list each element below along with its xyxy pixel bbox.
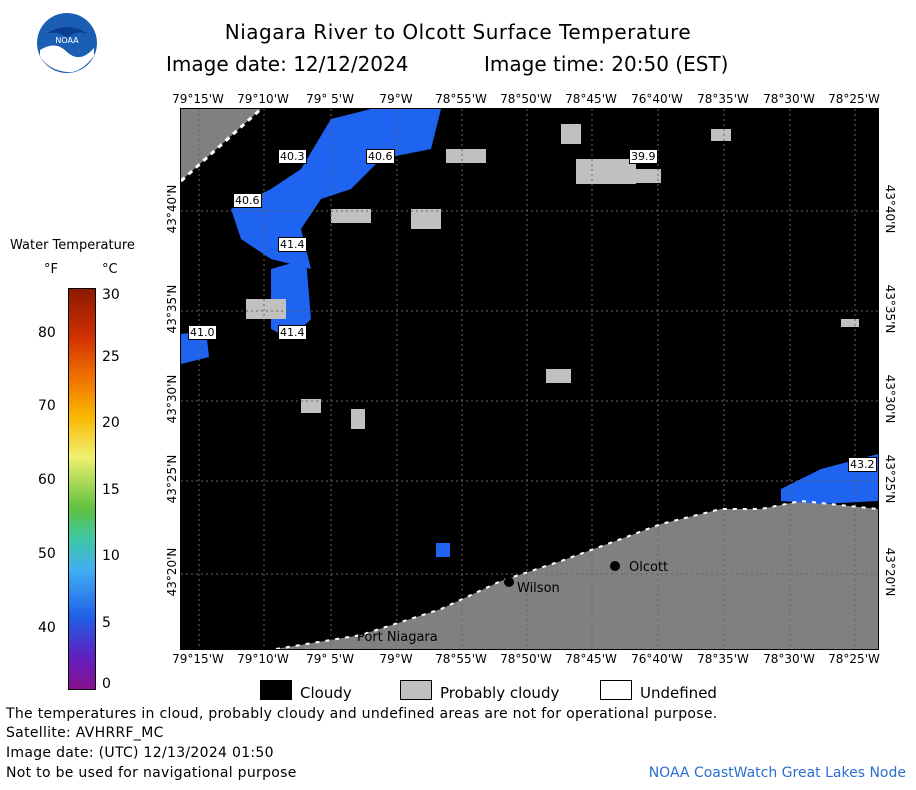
lon-label: 78°25'W	[828, 652, 880, 666]
legend-c-tick: 0	[102, 676, 111, 692]
legend-c-tick: 20	[102, 415, 120, 431]
lat-label: 43°40'N	[165, 184, 179, 234]
lat-label: 43°20'N	[165, 547, 179, 597]
lat-label: 43°25'N	[883, 454, 897, 504]
temp-label: 39.9	[629, 149, 658, 164]
legend-f-tick: 60	[38, 472, 56, 488]
lon-label: 78°45'W	[565, 652, 617, 666]
temp-label: 41.0	[188, 325, 217, 340]
lon-label: 78°30'W	[763, 652, 815, 666]
lat-label: 43°35'N	[883, 284, 897, 334]
probably-cloudy-swatch	[400, 680, 432, 700]
legend-c-tick: 30	[102, 287, 120, 303]
legend-c-tick: 10	[102, 548, 120, 564]
legend-c-tick: 25	[102, 349, 120, 365]
lon-label: 79°10'W	[237, 92, 289, 106]
wilson-marker	[504, 577, 514, 587]
lat-label: 43°40'N	[883, 184, 897, 234]
lat-label: 43°25'N	[165, 454, 179, 504]
footer-credit: NOAA CoastWatch Great Lakes Node	[648, 765, 906, 781]
olcott-marker	[610, 561, 620, 571]
lon-label: 78°55'W	[435, 92, 487, 106]
lon-label: 78°50'W	[500, 92, 552, 106]
legend-f-tick: 70	[38, 398, 56, 414]
lon-label: 79°15'W	[172, 92, 224, 106]
lon-label: 78°55'W	[435, 652, 487, 666]
place-wilson: Wilson	[517, 581, 560, 596]
lat-label: 43°20'N	[883, 547, 897, 597]
image-time: Image time: 20:50 (EST)	[484, 52, 729, 76]
cloudy-label: Cloudy	[300, 684, 352, 702]
svg-text:NOAA: NOAA	[55, 36, 79, 45]
noaa-logo: NOAA	[36, 12, 98, 74]
temp-label: 40.6	[233, 193, 262, 208]
footer-satellite: Satellite: AVHRRF_MC	[6, 725, 164, 741]
legend-c-tick: 5	[102, 615, 111, 631]
footer-nav-warning: Not to be used for navigational purpose	[6, 765, 297, 781]
temp-label: 41.4	[278, 325, 307, 340]
lat-label: 43°30'N	[883, 374, 897, 424]
lon-label: 78°30'W	[763, 92, 815, 106]
land-new-york	[276, 501, 878, 649]
lon-label: 79°W	[379, 92, 413, 106]
place-olcott: Olcott	[629, 560, 669, 575]
temp-label: 41.4	[278, 237, 307, 252]
legend-f-tick: 50	[38, 546, 56, 562]
undefined-label: Undefined	[640, 684, 717, 702]
color-scale-bar	[68, 288, 96, 690]
lon-label: 78°25'W	[828, 92, 880, 106]
lon-label: 78°45'W	[565, 92, 617, 106]
legend-c-tick: 15	[102, 482, 120, 498]
temp-label: 43.2	[848, 457, 877, 472]
lon-label: 76°40'W	[631, 652, 683, 666]
lon-label: 76°40'W	[631, 92, 683, 106]
page-title: Niagara River to Olcott Surface Temperat…	[224, 20, 692, 44]
lon-label: 78°35'W	[697, 652, 749, 666]
image-date: Image date: 12/12/2024	[166, 52, 409, 76]
legend-unit-c: °C	[102, 262, 118, 277]
map-area: Olcott Wilson Port Niagara 40.3 40.6 39.…	[180, 108, 879, 650]
lon-label: 79°15'W	[172, 652, 224, 666]
legend-title: Water Temperature	[10, 238, 135, 253]
lon-label: 79°W	[379, 652, 413, 666]
footer-disclaimer: The temperatures in cloud, probably clou…	[6, 706, 718, 722]
lon-label: 79° 5'W	[306, 92, 354, 106]
place-port-niagara: Port Niagara	[357, 630, 438, 645]
lon-label: 78°35'W	[697, 92, 749, 106]
footer-utc-date: Image date: (UTC) 12/13/2024 01:50	[6, 745, 274, 761]
lat-label: 43°30'N	[165, 374, 179, 424]
temp-label: 40.3	[278, 149, 307, 164]
temp-label: 40.6	[366, 149, 395, 164]
lon-label: 78°50'W	[500, 652, 552, 666]
legend-unit-f: °F	[44, 262, 58, 277]
undefined-swatch	[600, 680, 632, 700]
lon-label: 79° 5'W	[306, 652, 354, 666]
lat-label: 43°35'N	[165, 284, 179, 334]
probably-cloudy-label: Probably cloudy	[440, 684, 560, 702]
legend-f-tick: 40	[38, 620, 56, 636]
legend-f-tick: 80	[38, 325, 56, 341]
lon-label: 79°10'W	[237, 652, 289, 666]
cloudy-swatch	[260, 680, 292, 700]
